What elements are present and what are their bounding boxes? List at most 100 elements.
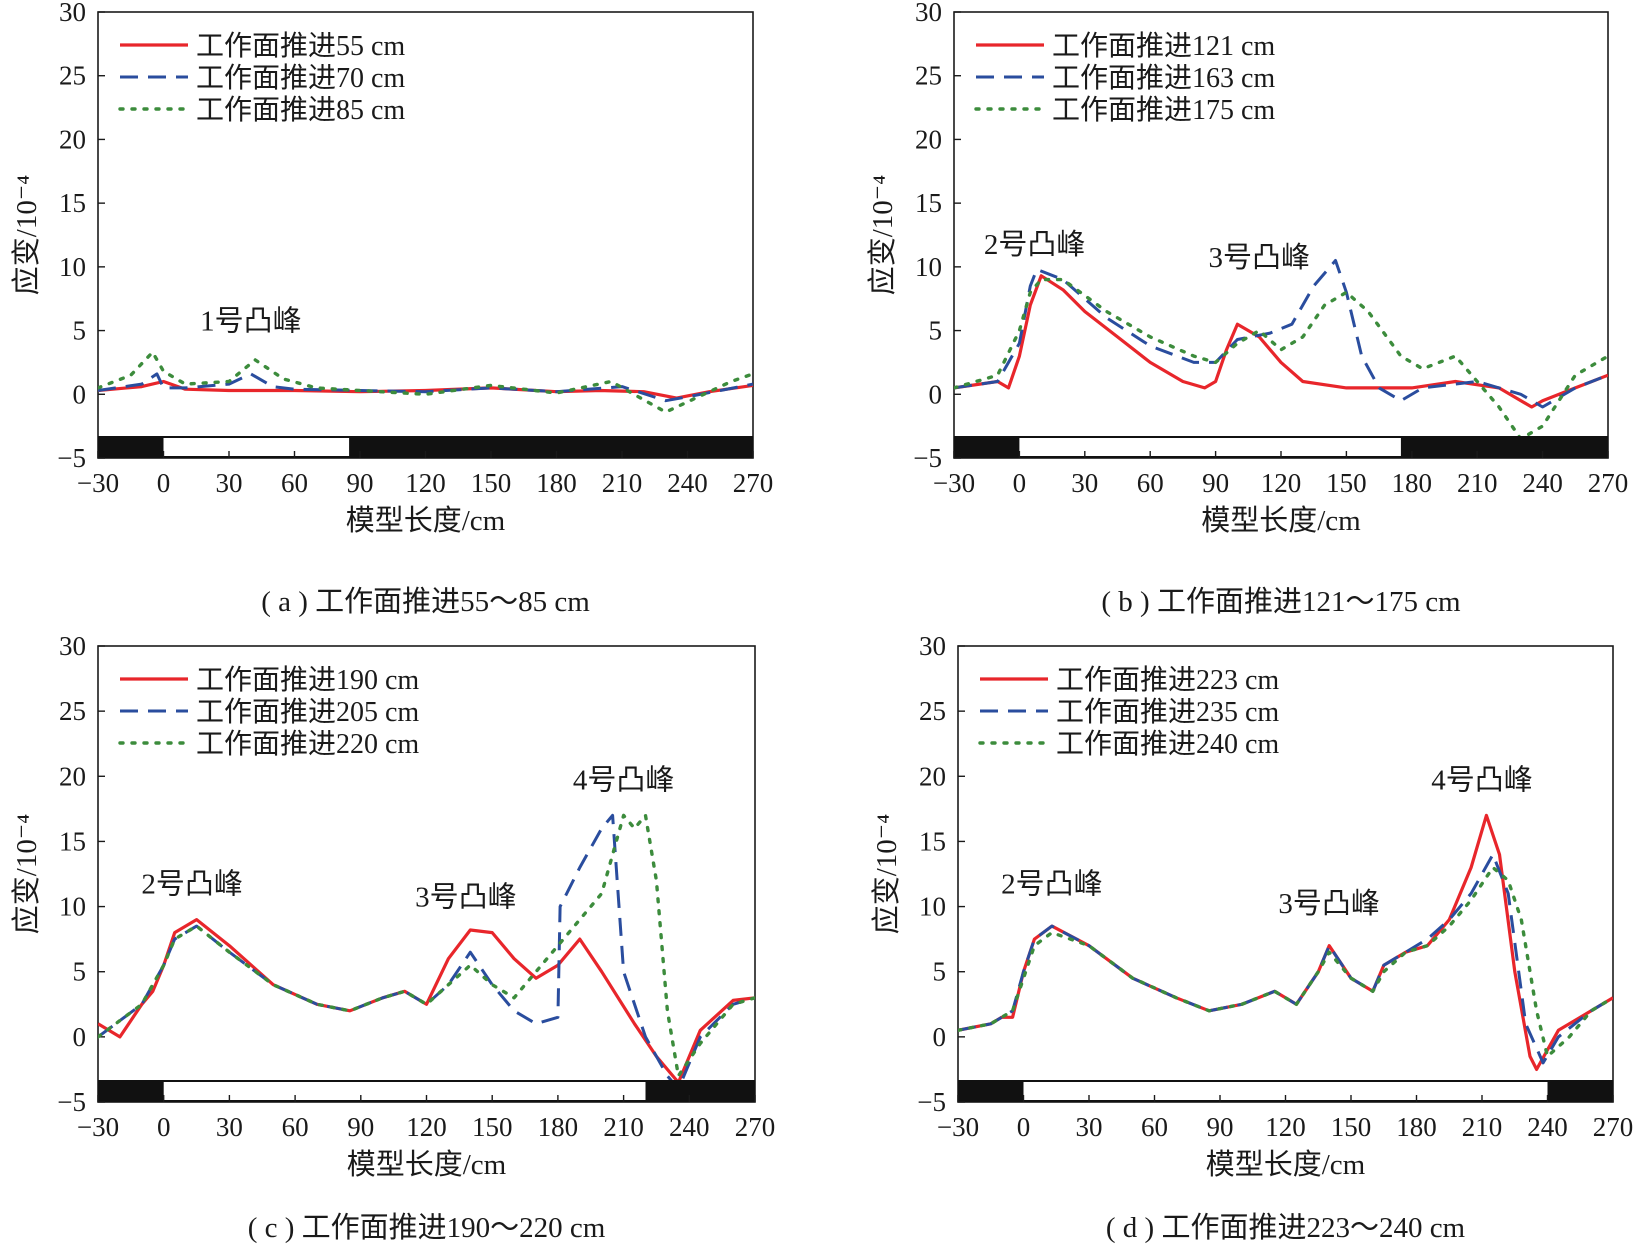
x-tick-label: 90 <box>1207 1112 1234 1142</box>
x-tick-label: 0 <box>1013 468 1027 498</box>
x-axis-label: 模型长度/cm <box>346 504 506 537</box>
x-tick-label: 30 <box>216 1112 243 1142</box>
x-tick-label: 120 <box>406 1112 447 1142</box>
legend-label-2: 工作面推进205 cm <box>196 696 419 728</box>
series-group <box>98 350 753 414</box>
peak-annotation: 2号凸峰 <box>141 868 243 901</box>
x-tick-label: −30 <box>937 1112 979 1142</box>
y-tick-label: 10 <box>915 252 942 282</box>
peak-annotation: 3号凸峰 <box>415 881 517 914</box>
y-tick-label: 5 <box>73 316 87 346</box>
x-tick-label: 90 <box>347 1112 374 1142</box>
x-axis-label: 模型长度/cm <box>1206 1148 1366 1181</box>
legend-label-1: 工作面推进121 cm <box>1052 30 1275 62</box>
excavated-strip <box>1019 438 1401 456</box>
x-tick-label: 60 <box>282 1112 309 1142</box>
y-tick-label: 15 <box>919 826 946 856</box>
peak-annotation: 4号凸峰 <box>573 763 675 796</box>
y-tick-label: 15 <box>59 188 86 218</box>
excavated-strip <box>163 1082 646 1100</box>
y-tick-label: −5 <box>917 1087 946 1117</box>
x-tick-label: 270 <box>1588 468 1629 498</box>
x-tick-label: 30 <box>1076 1112 1103 1142</box>
y-tick-label: 0 <box>933 1022 947 1052</box>
excavated-strip <box>163 438 350 456</box>
x-tick-label: 150 <box>1326 468 1367 498</box>
y-tick-label: 25 <box>59 696 86 726</box>
legend-label-1: 工作面推进223 cm <box>1056 664 1279 696</box>
x-tick-label: 240 <box>669 1112 710 1142</box>
x-tick-label: 120 <box>1265 1112 1306 1142</box>
y-tick-label: 10 <box>59 252 86 282</box>
y-axis-label: 应变/10⁻⁴ <box>866 175 899 295</box>
series-line-3 <box>98 350 753 414</box>
x-tick-label: 30 <box>216 468 243 498</box>
y-axis-label: 应变/10⁻⁴ <box>10 814 43 934</box>
panel-caption: ( d ) 工作面推进223～240 cm <box>1106 1211 1466 1244</box>
series-group <box>954 259 1608 436</box>
x-tick-label: −30 <box>77 468 119 498</box>
x-tick-label: 150 <box>472 1112 513 1142</box>
x-tick-label: 180 <box>1396 1112 1437 1142</box>
y-tick-label: 15 <box>59 826 86 856</box>
panel-caption: ( c ) 工作面推进190～220 cm <box>248 1211 606 1244</box>
x-tick-label: 60 <box>1137 468 1164 498</box>
x-tick-label: 180 <box>1392 468 1433 498</box>
series-line-2 <box>954 259 1608 409</box>
x-tick-label: 0 <box>157 1112 171 1142</box>
y-tick-label: 30 <box>59 631 86 661</box>
y-tick-label: 20 <box>59 761 86 791</box>
x-tick-label: 210 <box>1462 1112 1503 1142</box>
series-group <box>98 813 755 1080</box>
x-axis-label: 模型长度/cm <box>1201 504 1361 537</box>
legend-label-3: 工作面推进175 cm <box>1052 94 1275 126</box>
x-tick-label: 150 <box>1331 1112 1372 1142</box>
y-tick-label: −5 <box>57 443 86 473</box>
series-line-1 <box>958 813 1613 1071</box>
y-tick-label: 10 <box>919 892 946 922</box>
series-line-3 <box>98 813 755 1078</box>
y-tick-label: 30 <box>915 0 942 27</box>
x-axis-label: 模型长度/cm <box>347 1148 507 1181</box>
x-tick-label: 210 <box>602 468 643 498</box>
y-tick-label: −5 <box>913 443 942 473</box>
legend-label-1: 工作面推进55 cm <box>196 30 405 62</box>
legend-label-2: 工作面推进235 cm <box>1056 696 1279 728</box>
y-tick-label: 10 <box>59 892 86 922</box>
x-tick-label: 210 <box>603 1112 644 1142</box>
x-tick-label: 120 <box>405 468 446 498</box>
x-tick-label: 210 <box>1457 468 1498 498</box>
y-tick-label: 25 <box>59 61 86 91</box>
legend-label-3: 工作面推进240 cm <box>1056 728 1279 760</box>
series-line-2 <box>958 853 1613 1065</box>
y-tick-label: 20 <box>915 124 942 154</box>
x-tick-label: 270 <box>735 1112 776 1142</box>
x-tick-label: 90 <box>347 468 374 498</box>
x-tick-label: 0 <box>1017 1112 1031 1142</box>
y-tick-label: 25 <box>919 696 946 726</box>
x-tick-label: 270 <box>1593 1112 1634 1142</box>
legend-label-2: 工作面推进70 cm <box>196 62 405 94</box>
x-tick-label: −30 <box>77 1112 119 1142</box>
legend-label-2: 工作面推进163 cm <box>1052 62 1275 94</box>
panel-caption: ( a ) 工作面推进55～85 cm <box>261 585 590 618</box>
x-tick-label: 60 <box>281 468 308 498</box>
series-group <box>958 813 1613 1071</box>
legend-label-3: 工作面推进85 cm <box>196 94 405 126</box>
x-tick-label: 30 <box>1071 468 1098 498</box>
y-tick-label: 0 <box>73 1022 87 1052</box>
y-axis-label: 应变/10⁻⁴ <box>10 175 43 295</box>
y-tick-label: 0 <box>73 379 87 409</box>
series-line-2 <box>98 813 755 1080</box>
panel-c: −30 0 30 60 90 120 150 180 210 240 270 −5 0 5 10 15 20 25… <box>10 631 775 1244</box>
x-tick-label: 60 <box>1141 1112 1168 1142</box>
y-tick-label: 5 <box>933 957 947 987</box>
y-tick-label: 15 <box>915 188 942 218</box>
x-tick-label: 150 <box>471 468 512 498</box>
y-tick-label: 0 <box>929 379 943 409</box>
y-tick-label: 5 <box>929 316 943 346</box>
series-line-3 <box>958 865 1613 1059</box>
x-tick-label: 120 <box>1261 468 1302 498</box>
